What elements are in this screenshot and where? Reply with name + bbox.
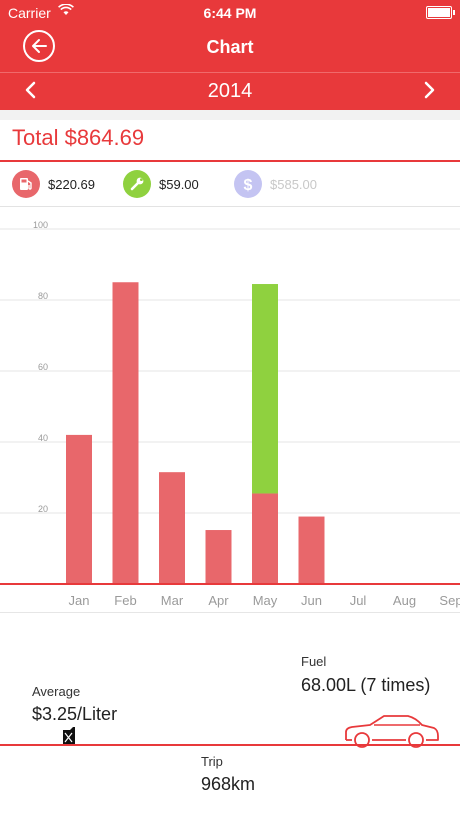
previous-year-button[interactable] bbox=[20, 79, 42, 101]
nav-bar: Chart bbox=[0, 26, 460, 72]
svg-text:$: $ bbox=[244, 177, 253, 192]
other-category-circle: $ bbox=[234, 170, 262, 198]
trip-label: Trip bbox=[201, 754, 223, 769]
bar bbox=[252, 493, 278, 584]
total-divider bbox=[0, 160, 460, 162]
jerry-can-icon bbox=[63, 727, 75, 745]
status-bar: Carrier 6:44 PM bbox=[0, 0, 460, 26]
carrier-label: Carrier bbox=[8, 5, 51, 21]
x-tick-label: Sep bbox=[439, 593, 460, 608]
total-amount: Total $864.69 bbox=[12, 125, 145, 150]
x-tick-label: Feb bbox=[114, 593, 136, 608]
fuel-label: Fuel bbox=[301, 654, 327, 669]
battery-icon bbox=[426, 6, 455, 19]
fuel-category-circle bbox=[12, 170, 40, 198]
car-icon bbox=[345, 715, 439, 748]
average-label: Average bbox=[32, 684, 81, 699]
dollar-icon: $ bbox=[244, 177, 253, 192]
chevron-right-icon bbox=[424, 81, 435, 99]
chart-bottom-divider bbox=[0, 612, 460, 613]
next-year-button[interactable] bbox=[418, 79, 440, 101]
bar bbox=[298, 516, 325, 584]
bar bbox=[205, 530, 232, 584]
legend-item-service[interactable]: $59.00 bbox=[123, 170, 223, 198]
monthly-expense-chart: 20 40 60 80 100 Jan Feb Mar Apr May Jun Jul Aug Sep bbox=[0, 220, 460, 608]
x-tick-label: Aug bbox=[393, 593, 416, 608]
x-tick-label: Jan bbox=[69, 593, 90, 608]
page-title: Chart bbox=[206, 37, 254, 57]
y-tick-label: 20 bbox=[38, 504, 48, 514]
y-tick-label: 100 bbox=[33, 220, 48, 230]
back-arrow-icon bbox=[32, 39, 47, 53]
road-line bbox=[0, 744, 460, 746]
legend-item-other[interactable]: $ $585.00 bbox=[234, 170, 334, 198]
x-tick-label: Jul bbox=[350, 593, 367, 608]
clock: 6:44 PM bbox=[203, 5, 257, 21]
wrench-icon bbox=[130, 177, 144, 191]
bar bbox=[252, 284, 278, 494]
category-legend: $220.69 $59.00 $ $585.00 bbox=[0, 162, 460, 206]
y-tick-label: 80 bbox=[38, 291, 48, 301]
x-tick-label: Jun bbox=[301, 593, 322, 608]
bar bbox=[112, 282, 139, 584]
bar bbox=[159, 472, 185, 584]
legend-amount-other: $585.00 bbox=[270, 177, 317, 192]
trip-value: 968km bbox=[201, 774, 256, 794]
fuel-value: 68.00L (7 times) bbox=[301, 675, 431, 695]
year-selector: 2014 bbox=[0, 72, 460, 111]
legend-item-fuel[interactable]: $220.69 bbox=[12, 170, 112, 198]
average-value: $3.25/Liter bbox=[32, 704, 118, 724]
legend-amount-service: $59.00 bbox=[159, 177, 199, 192]
x-tick-label: Mar bbox=[161, 593, 184, 608]
service-category-circle bbox=[123, 170, 151, 198]
year-label: 2014 bbox=[207, 80, 253, 102]
y-tick-label: 60 bbox=[38, 362, 48, 372]
y-tick-label: 40 bbox=[38, 433, 48, 443]
x-tick-label: May bbox=[253, 593, 278, 608]
legend-amount-fuel: $220.69 bbox=[48, 177, 95, 192]
chevron-left-icon bbox=[25, 81, 36, 99]
section-spacer bbox=[0, 110, 460, 120]
wifi-icon bbox=[58, 3, 74, 19]
bar bbox=[66, 434, 92, 584]
legend-divider bbox=[0, 206, 460, 207]
fuel-pump-icon bbox=[20, 178, 32, 190]
x-tick-label: Apr bbox=[208, 593, 229, 608]
back-button[interactable] bbox=[23, 30, 55, 62]
